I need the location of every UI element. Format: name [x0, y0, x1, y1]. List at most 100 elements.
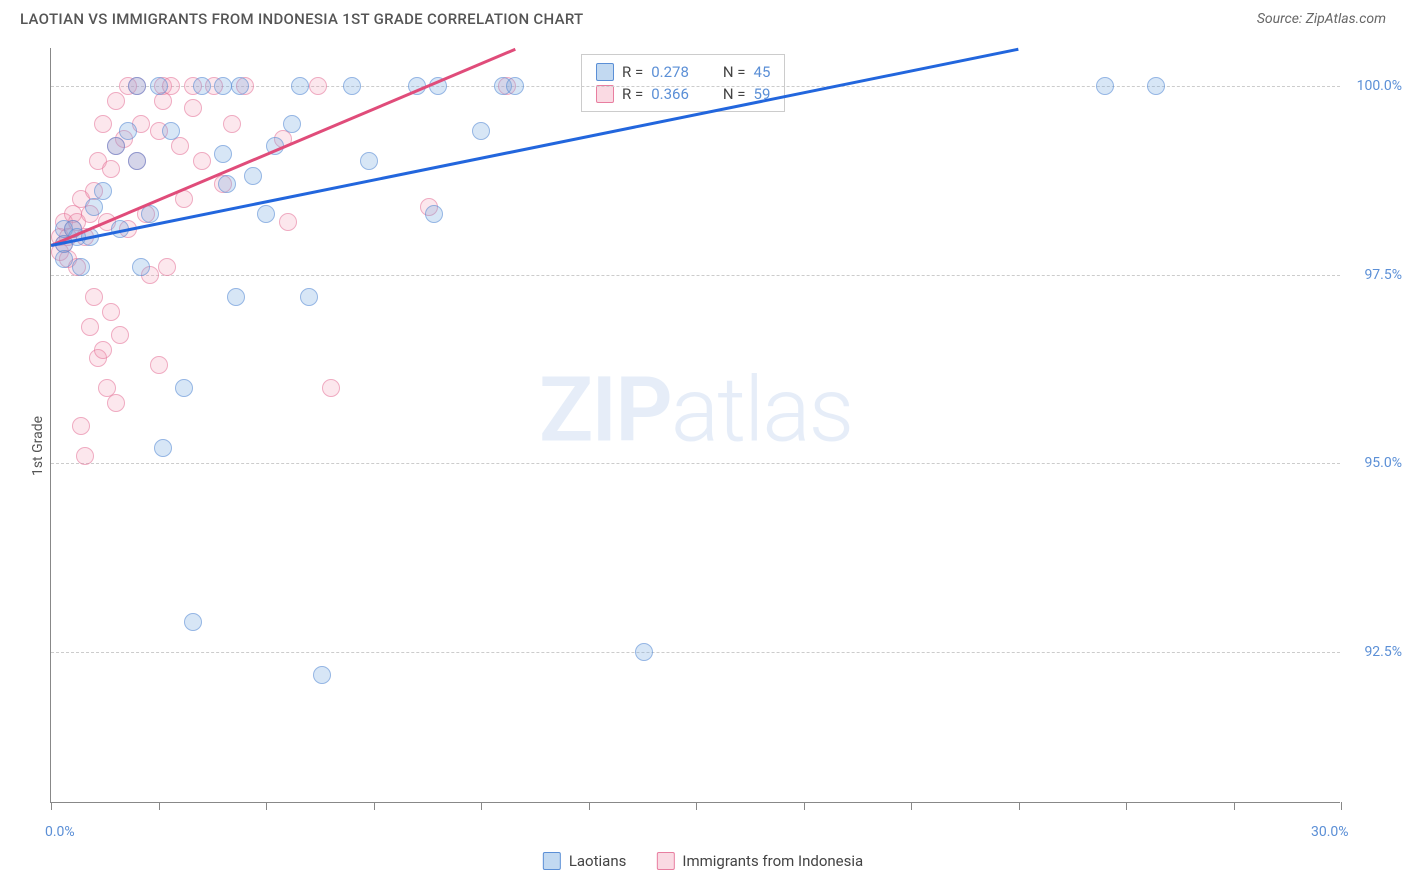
- data-point: [193, 77, 211, 95]
- data-point: [81, 318, 99, 336]
- gridline: [51, 652, 1340, 653]
- data-point: [132, 258, 150, 276]
- data-point: [279, 213, 297, 231]
- x-tick: [266, 802, 267, 810]
- data-point: [94, 341, 112, 359]
- data-point: [94, 115, 112, 133]
- data-point: [128, 77, 146, 95]
- x-tick: [911, 802, 912, 810]
- data-point: [76, 447, 94, 465]
- data-point: [55, 250, 73, 268]
- y-axis-title: 1st Grade: [30, 416, 46, 476]
- legend-r-label: R =: [622, 85, 643, 103]
- y-tick-label: 92.5%: [1364, 644, 1402, 660]
- legend-r-label: R =: [622, 63, 643, 81]
- legend-swatch: [596, 63, 614, 81]
- legend-row: R = 0.278 N = 45: [596, 61, 770, 83]
- x-tick: [159, 802, 160, 810]
- data-point: [343, 77, 361, 95]
- legend-item: Immigrants from Indonesia: [656, 852, 863, 870]
- x-tick: [804, 802, 805, 810]
- x-tick: [1126, 802, 1127, 810]
- legend-label: Laotians: [569, 852, 627, 870]
- data-point: [322, 379, 340, 397]
- data-point: [1096, 77, 1114, 95]
- x-tick-label: 30.0%: [1311, 824, 1349, 840]
- data-point: [102, 160, 120, 178]
- data-point: [231, 77, 249, 95]
- legend-swatch: [543, 852, 561, 870]
- data-point: [309, 77, 327, 95]
- chart-header: LAOTIAN VS IMMIGRANTS FROM INDONESIA 1ST…: [0, 0, 1406, 36]
- data-point: [102, 303, 120, 321]
- data-point: [111, 326, 129, 344]
- data-point: [360, 152, 378, 170]
- data-point: [119, 122, 137, 140]
- data-point: [107, 394, 125, 412]
- data-point: [472, 122, 490, 140]
- y-tick-label: 97.5%: [1364, 267, 1402, 283]
- x-tick: [589, 802, 590, 810]
- y-tick-label: 95.0%: [1364, 455, 1402, 471]
- data-point: [184, 99, 202, 117]
- data-point: [184, 613, 202, 631]
- data-point: [257, 205, 275, 223]
- x-tick: [481, 802, 482, 810]
- x-tick: [1341, 802, 1342, 810]
- data-point: [162, 122, 180, 140]
- data-point: [244, 167, 262, 185]
- legend-r-value: 0.366: [651, 85, 689, 103]
- data-point: [171, 137, 189, 155]
- data-point: [218, 175, 236, 193]
- gridline: [51, 275, 1340, 276]
- data-point: [72, 417, 90, 435]
- data-point: [150, 77, 168, 95]
- legend-swatch: [656, 852, 674, 870]
- gridline: [51, 463, 1340, 464]
- legend-n-value: 45: [754, 63, 771, 81]
- data-point: [635, 643, 653, 661]
- x-tick: [374, 802, 375, 810]
- watermark-bold: ZIP: [539, 357, 671, 462]
- data-point: [291, 77, 309, 95]
- data-point: [506, 77, 524, 95]
- legend-n-label: N =: [723, 85, 746, 103]
- data-point: [154, 439, 172, 457]
- y-tick-label: 100.0%: [1357, 78, 1402, 94]
- x-tick: [1019, 802, 1020, 810]
- data-point: [175, 379, 193, 397]
- data-point: [94, 182, 112, 200]
- data-point: [107, 92, 125, 110]
- x-tick: [1234, 802, 1235, 810]
- x-tick-label: 0.0%: [45, 824, 75, 840]
- x-tick: [696, 802, 697, 810]
- chart-title: LAOTIAN VS IMMIGRANTS FROM INDONESIA 1ST…: [20, 10, 584, 28]
- data-point: [158, 258, 176, 276]
- data-point: [141, 205, 159, 223]
- data-point: [283, 115, 301, 133]
- series-legend: Laotians Immigrants from Indonesia: [543, 852, 863, 870]
- data-point: [72, 258, 90, 276]
- data-point: [223, 115, 241, 133]
- x-tick: [51, 802, 52, 810]
- data-point: [214, 77, 232, 95]
- data-point: [313, 666, 331, 684]
- data-point: [227, 288, 245, 306]
- data-point: [107, 137, 125, 155]
- data-point: [128, 152, 146, 170]
- legend-label: Immigrants from Indonesia: [682, 852, 863, 870]
- data-point: [85, 288, 103, 306]
- watermark-light: atlas: [671, 357, 852, 462]
- legend-swatch: [596, 85, 614, 103]
- scatter-chart: ZIPatlas R = 0.278N = 45R = 0.366N = 59 …: [50, 48, 1340, 803]
- watermark: ZIPatlas: [539, 357, 852, 462]
- legend-r-value: 0.278: [651, 63, 689, 81]
- data-point: [214, 145, 232, 163]
- data-point: [425, 205, 443, 223]
- data-point: [1147, 77, 1165, 95]
- legend-item: Laotians: [543, 852, 627, 870]
- source-attribution: Source: ZipAtlas.com: [1257, 11, 1386, 27]
- legend-n-label: N =: [723, 63, 746, 81]
- data-point: [300, 288, 318, 306]
- data-point: [193, 152, 211, 170]
